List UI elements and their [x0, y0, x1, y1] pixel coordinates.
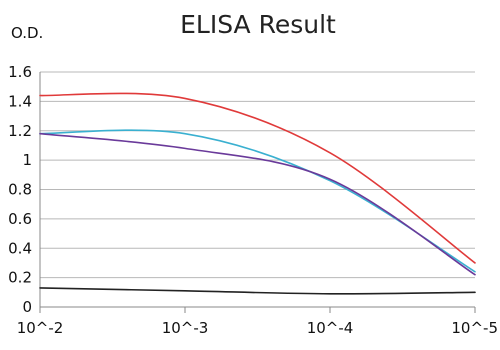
y-tick-label: 0.4 [8, 239, 32, 257]
axes [39, 72, 476, 313]
y-tick-label: 0.8 [8, 181, 32, 199]
series-line-1 [39, 92, 476, 264]
y-tick-label: 0.6 [8, 210, 32, 228]
y-axis-label: O.D. [11, 24, 43, 42]
y-tick-label: 0.2 [8, 269, 32, 287]
chart-title: ELISA Result [180, 10, 336, 39]
y-tick-labels: 0 0.2 0.4 0.6 0.8 1 1.2 1.4 1.6 [8, 63, 32, 316]
series-line-2 [39, 129, 476, 273]
y-tick-label: 1.4 [8, 92, 32, 110]
x-tick-label: 10^-3 [162, 319, 209, 337]
x-tick-label: 10^-2 [17, 319, 64, 337]
y-tick-label: 1.2 [8, 122, 32, 140]
grid-lines [40, 71, 475, 279]
y-tick-label: 1 [22, 151, 32, 169]
y-tick-label: 1.6 [8, 63, 32, 81]
series-line-4 [39, 287, 476, 295]
x-tick-labels: 10^-2 10^-3 10^-4 10^-5 [17, 319, 498, 337]
x-tick-label: 10^-4 [307, 319, 354, 337]
series-line-3 [39, 132, 476, 276]
x-tick-label: 10^-5 [451, 319, 498, 337]
series-lines [39, 92, 476, 295]
y-tick-label: 0 [22, 298, 32, 316]
